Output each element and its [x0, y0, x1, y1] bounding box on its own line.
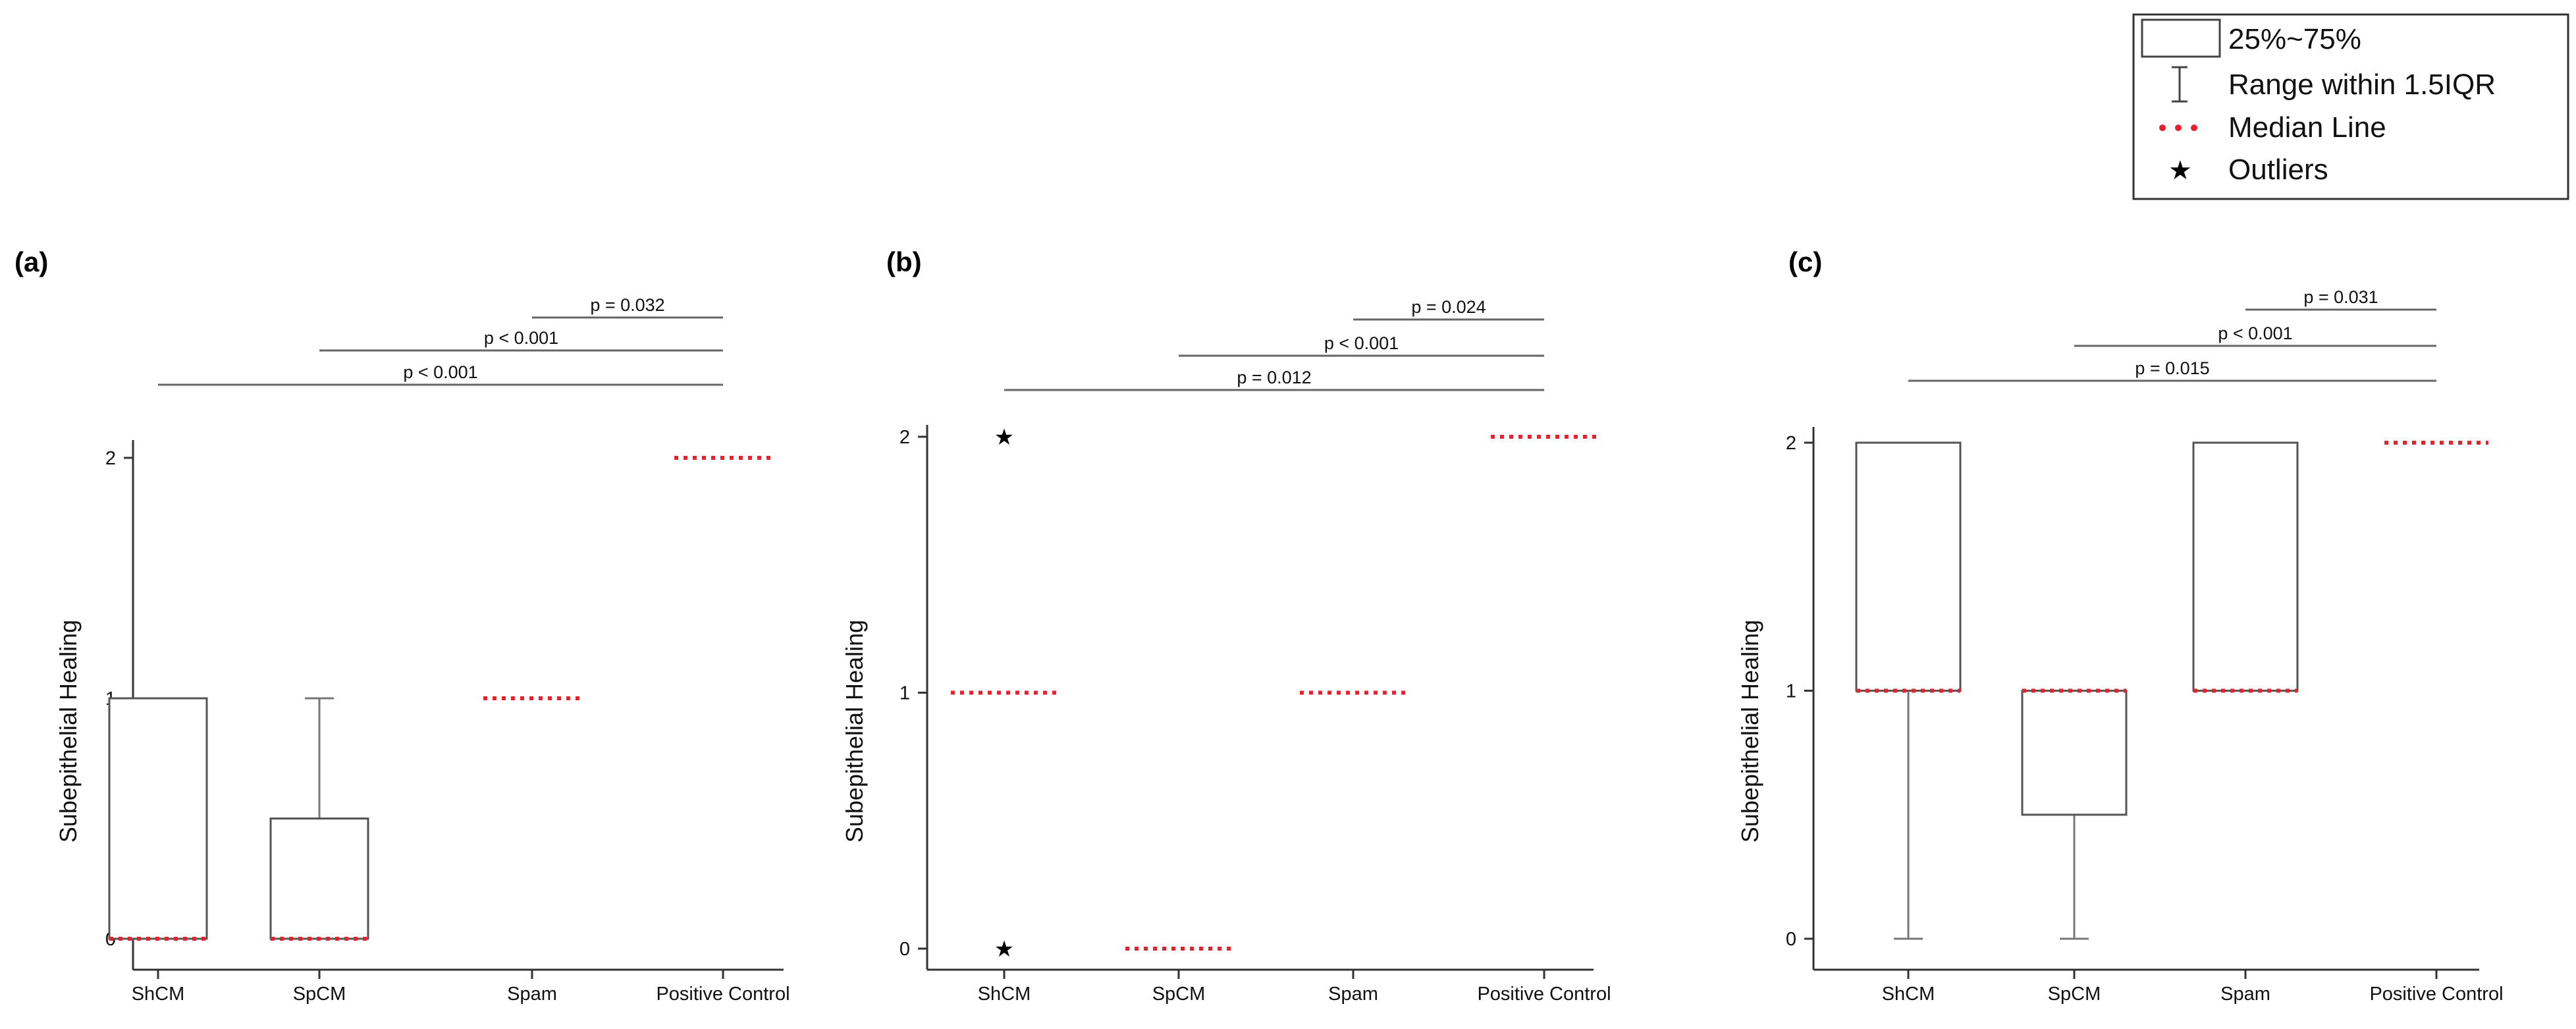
box-plot-shcm	[108, 697, 208, 941]
panel-label: (b)	[886, 246, 922, 277]
y-tick-label: 0	[1786, 929, 1796, 950]
legend-label-outlier: Outliers	[2228, 153, 2328, 186]
box-plot-spcm	[2021, 688, 2128, 940]
x-tick-label: Spam	[507, 984, 557, 1005]
box-plot-spcm	[269, 697, 369, 941]
significance-label: p < 0.001	[2218, 323, 2292, 343]
legend-median-swatch	[2159, 125, 2197, 131]
iqr-box	[108, 697, 208, 940]
x-tick-label: SpCM	[2048, 984, 2101, 1005]
legend-outlier-star-icon: ★	[2168, 156, 2192, 185]
y-axis-label: Subepithelial Healing	[1736, 620, 1763, 843]
panel-label: (c)	[1788, 246, 1822, 277]
x-tick-label: ShCM	[1882, 984, 1935, 1005]
x-tick-label: Spam	[2220, 984, 2270, 1005]
y-axis-label: Subepithelial Healing	[841, 620, 868, 843]
legend: 25%~75% Range within 1.5IQR Median Line …	[2132, 13, 2569, 200]
iqr-box	[2192, 441, 2299, 692]
legend-box-swatch	[2141, 18, 2221, 58]
box-plot-spam	[2192, 441, 2299, 693]
significance-label: p = 0.015	[2135, 358, 2209, 378]
y-axis-label: Subepithelial Healing	[55, 620, 82, 843]
box-plot-shcm	[1855, 441, 1962, 940]
panel-a: (a) Subepithelial Healing 012ShCMSpCMSpa…	[14, 246, 790, 1005]
significance-label: p = 0.032	[590, 295, 664, 315]
box-plot-shcm: ★★	[951, 425, 1058, 962]
y-tick-label: 1	[899, 683, 910, 704]
y-tick-label: 2	[105, 448, 116, 469]
x-tick-label: ShCM	[132, 984, 185, 1005]
x-tick-label: Positive Control	[1477, 984, 1611, 1005]
y-tick-label: 2	[1786, 433, 1796, 454]
significance-label: p < 0.001	[403, 362, 477, 382]
outlier-star-icon: ★	[994, 937, 1014, 962]
significance-label: p < 0.001	[1324, 333, 1399, 353]
x-tick-label: SpCM	[293, 984, 346, 1005]
significance-label: p = 0.024	[1411, 297, 1486, 317]
panel-label: (a)	[14, 246, 48, 277]
significance-label: p = 0.031	[2303, 287, 2378, 307]
legend-label-range: Range within 1.5IQR	[2228, 69, 2496, 101]
x-tick-label: Positive Control	[2369, 984, 2503, 1005]
panel-c: (c) Subepithelial Healing 0 1 2 ShCM SpCM Spa…	[1736, 246, 2504, 1005]
x-tick-label: ShCM	[978, 984, 1031, 1005]
y-tick-label: 0	[899, 939, 910, 960]
y-tick-label: 2	[899, 427, 910, 448]
outlier-star-icon: ★	[994, 425, 1014, 450]
panel-b: (b) Subepithelial Healing 0 1 2 ShCM SpCM Spa…	[841, 246, 1611, 1005]
x-tick-label: SpCM	[1152, 984, 1206, 1005]
legend-range-swatch	[2172, 66, 2187, 103]
significance-label: p < 0.001	[484, 328, 558, 348]
legend-label-box: 25%~75%	[2228, 23, 2361, 55]
x-tick-label: Positive Control	[656, 984, 790, 1005]
iqr-box	[2021, 690, 2128, 816]
x-tick-label: Spam	[1328, 984, 1378, 1005]
iqr-box	[269, 818, 369, 940]
legend-label-median: Median Line	[2228, 111, 2386, 144]
iqr-box	[1855, 441, 1962, 692]
significance-label: p = 0.012	[1237, 368, 1311, 387]
y-tick-label: 1	[1786, 681, 1796, 702]
